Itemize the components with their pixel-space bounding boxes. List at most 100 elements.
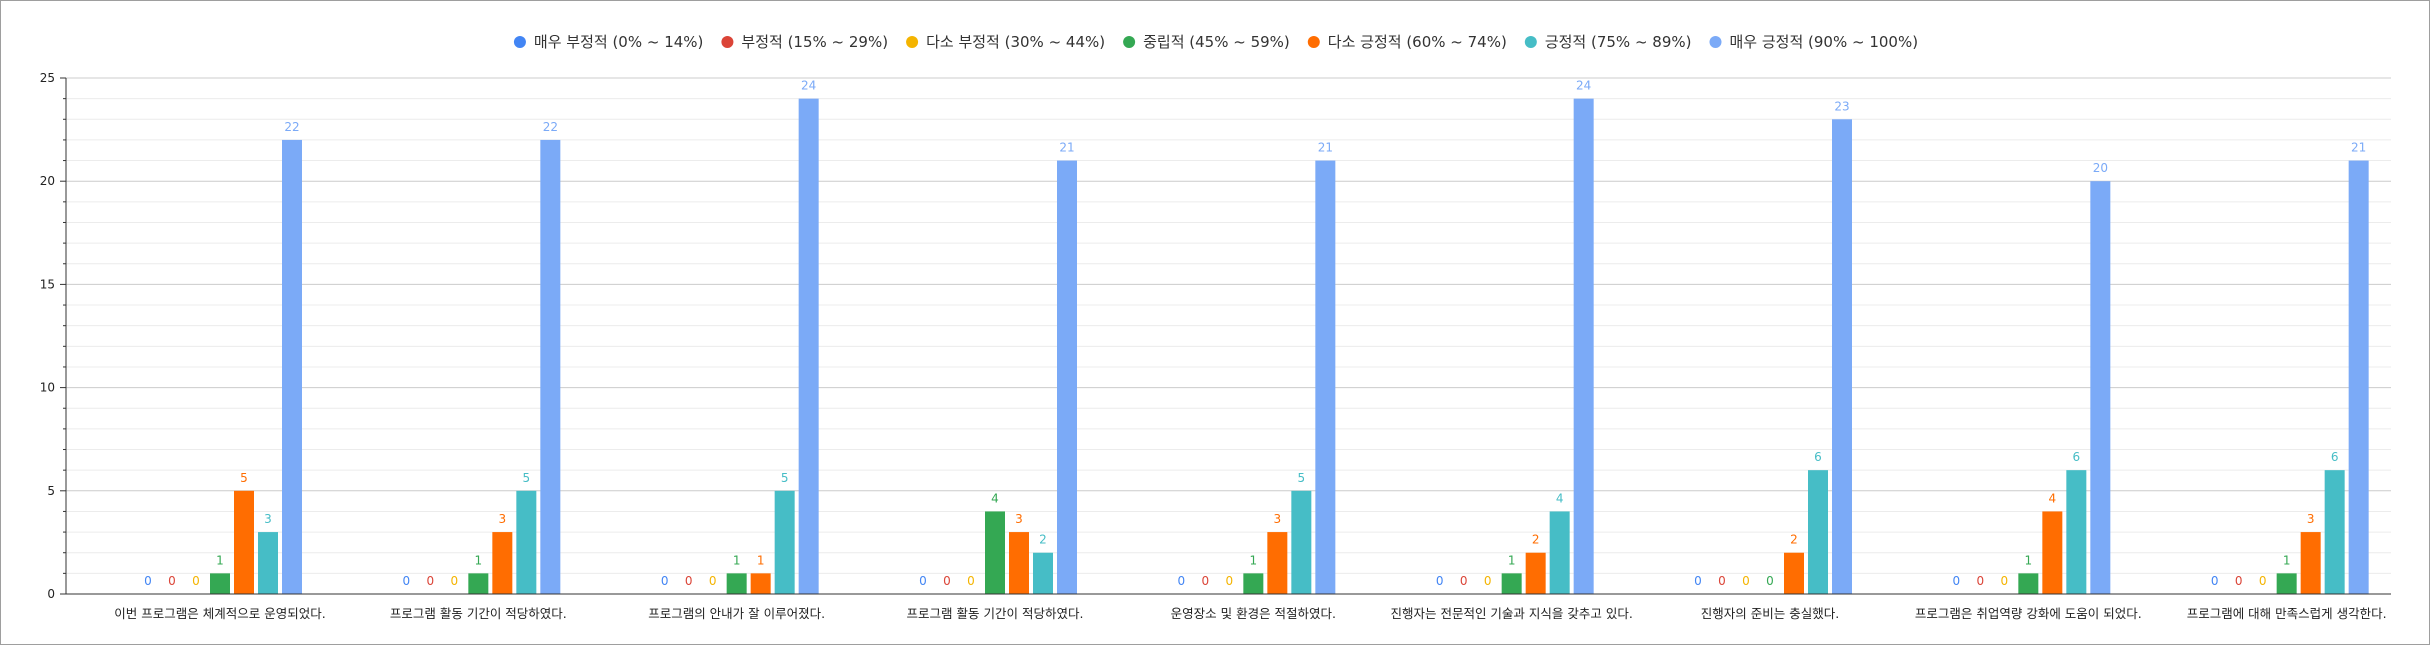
data-label: 0 xyxy=(1742,574,1750,588)
bar[interactable] xyxy=(774,490,795,594)
bar[interactable] xyxy=(468,573,489,594)
legend-label: 부정적 (15% ~ 29%) xyxy=(741,33,888,51)
y-tick-label: 5 xyxy=(47,484,55,498)
bar[interactable] xyxy=(1525,552,1546,594)
legend-swatch[interactable] xyxy=(906,36,919,48)
bar[interactable] xyxy=(540,139,561,595)
data-label: 0 xyxy=(1436,574,1444,588)
data-label: 1 xyxy=(216,553,224,567)
bar[interactable] xyxy=(258,532,278,594)
legend-label: 중립적 (45% ~ 59%) xyxy=(1143,33,1290,51)
gridlines xyxy=(66,77,2391,574)
data-label: 0 xyxy=(2211,574,2219,588)
data-label: 0 xyxy=(1766,574,1774,588)
data-label: 0 xyxy=(2235,574,2243,588)
data-label: 21 xyxy=(2351,141,2366,155)
data-label: 23 xyxy=(1834,99,1849,113)
x-axis: 이번 프로그램은 체계적으로 운영되었다. 프로그램 활동 기간이 적당하였다. 프… xyxy=(66,593,2391,621)
category-group: 0 0 0 0 2 6 23 xyxy=(1694,99,1852,594)
legend-label: 매우 부정적 (0% ~ 14%) xyxy=(534,33,703,51)
legend-swatch[interactable] xyxy=(1123,36,1136,48)
data-label: 0 xyxy=(451,574,459,588)
legend-swatch[interactable] xyxy=(1524,36,1537,48)
data-label: 0 xyxy=(1178,574,1186,588)
data-label: 1 xyxy=(2025,553,2033,567)
bar[interactable] xyxy=(2066,470,2087,594)
category-group: 0 0 0 1 5 3 22 xyxy=(144,120,302,595)
bar[interactable] xyxy=(985,511,1005,594)
bar[interactable] xyxy=(2090,181,2111,594)
y-axis: 0 5 10 15 20 25 xyxy=(40,71,67,601)
y-tick-label: 10 xyxy=(40,381,55,395)
x-category-label: 프로그램은 취업역량 강화에 도움이 되었다. xyxy=(1915,606,2142,621)
legend-swatch[interactable] xyxy=(1709,36,1722,48)
bar[interactable] xyxy=(2018,573,2039,594)
bar[interactable] xyxy=(1243,573,1264,594)
data-label: 4 xyxy=(991,491,999,505)
bar[interactable] xyxy=(2276,573,2297,594)
legend-label: 다소 긍정적 (60% ~ 74%) xyxy=(1328,33,1507,51)
bar[interactable] xyxy=(726,573,747,594)
bar[interactable] xyxy=(1315,160,1336,594)
category-group: 0 0 0 1 4 6 20 xyxy=(1953,161,2111,594)
legend-swatch[interactable] xyxy=(721,36,734,48)
bar[interactable] xyxy=(2324,470,2345,594)
data-label: 6 xyxy=(1814,450,1822,464)
data-label: 3 xyxy=(2307,512,2315,526)
data-label: 3 xyxy=(499,512,507,526)
data-label: 0 xyxy=(1977,574,1985,588)
bar[interactable] xyxy=(2042,511,2063,594)
x-category-label: 프로그램의 안내가 잘 이루어졌다. xyxy=(648,606,825,621)
legend[interactable]: 매우 부정적 (0% ~ 14%) 부정적 (15% ~ 29%) 다소 부정적 (… xyxy=(513,33,1918,51)
legend-swatch[interactable] xyxy=(1307,36,1320,48)
bar[interactable] xyxy=(234,490,254,594)
data-label: 1 xyxy=(1508,553,1516,567)
data-label: 20 xyxy=(2093,161,2108,175)
bar[interactable] xyxy=(492,532,513,594)
bar[interactable] xyxy=(1057,160,1077,594)
data-label: 22 xyxy=(284,120,299,134)
bar[interactable] xyxy=(1832,119,1852,594)
data-label: 0 xyxy=(1694,574,1702,588)
data-label: 3 xyxy=(264,512,272,526)
data-label: 0 xyxy=(1226,574,1234,588)
data-label: 3 xyxy=(1015,512,1023,526)
legend-swatch[interactable] xyxy=(513,36,526,48)
bar[interactable] xyxy=(282,139,302,595)
bar[interactable] xyxy=(1267,532,1288,594)
data-label: 6 xyxy=(2331,450,2339,464)
x-category-label: 진행자의 준비는 충실했다. xyxy=(1701,606,1839,621)
bar[interactable] xyxy=(1784,552,1804,594)
bar[interactable] xyxy=(1033,552,1053,594)
data-label: 24 xyxy=(1576,79,1591,93)
data-label: 0 xyxy=(427,574,435,588)
bar[interactable] xyxy=(750,573,771,594)
bar[interactable] xyxy=(2300,532,2321,594)
y-tick-label: 25 xyxy=(40,71,55,85)
bar[interactable] xyxy=(1009,532,1029,594)
bar[interactable] xyxy=(516,490,537,594)
bar[interactable] xyxy=(1808,470,1828,594)
legend-label: 다소 부정적 (30% ~ 44%) xyxy=(926,33,1105,51)
data-label: 5 xyxy=(240,471,248,485)
bar[interactable] xyxy=(1573,98,1594,594)
data-label: 0 xyxy=(709,574,717,588)
bar[interactable] xyxy=(798,98,819,594)
data-label: 0 xyxy=(1202,574,1210,588)
data-label: 0 xyxy=(192,574,200,588)
bar[interactable] xyxy=(210,573,230,594)
y-tick-label: 15 xyxy=(40,277,55,291)
data-label: 0 xyxy=(144,574,152,588)
x-category-label: 이번 프로그램은 체계적으로 운영되었다. xyxy=(114,606,325,621)
data-label: 1 xyxy=(733,553,741,567)
bar[interactable] xyxy=(1501,573,1522,594)
bar[interactable] xyxy=(1549,511,1570,594)
data-label: 0 xyxy=(168,574,176,588)
bar[interactable] xyxy=(2348,160,2369,594)
bar[interactable] xyxy=(1291,490,1312,594)
data-label: 4 xyxy=(2049,491,2057,505)
data-label: 1 xyxy=(2283,553,2291,567)
x-category-label: 운영장소 및 환경은 적절하였다. xyxy=(1171,606,1336,621)
category-group: 0 0 0 4 3 2 21 xyxy=(919,141,1077,594)
